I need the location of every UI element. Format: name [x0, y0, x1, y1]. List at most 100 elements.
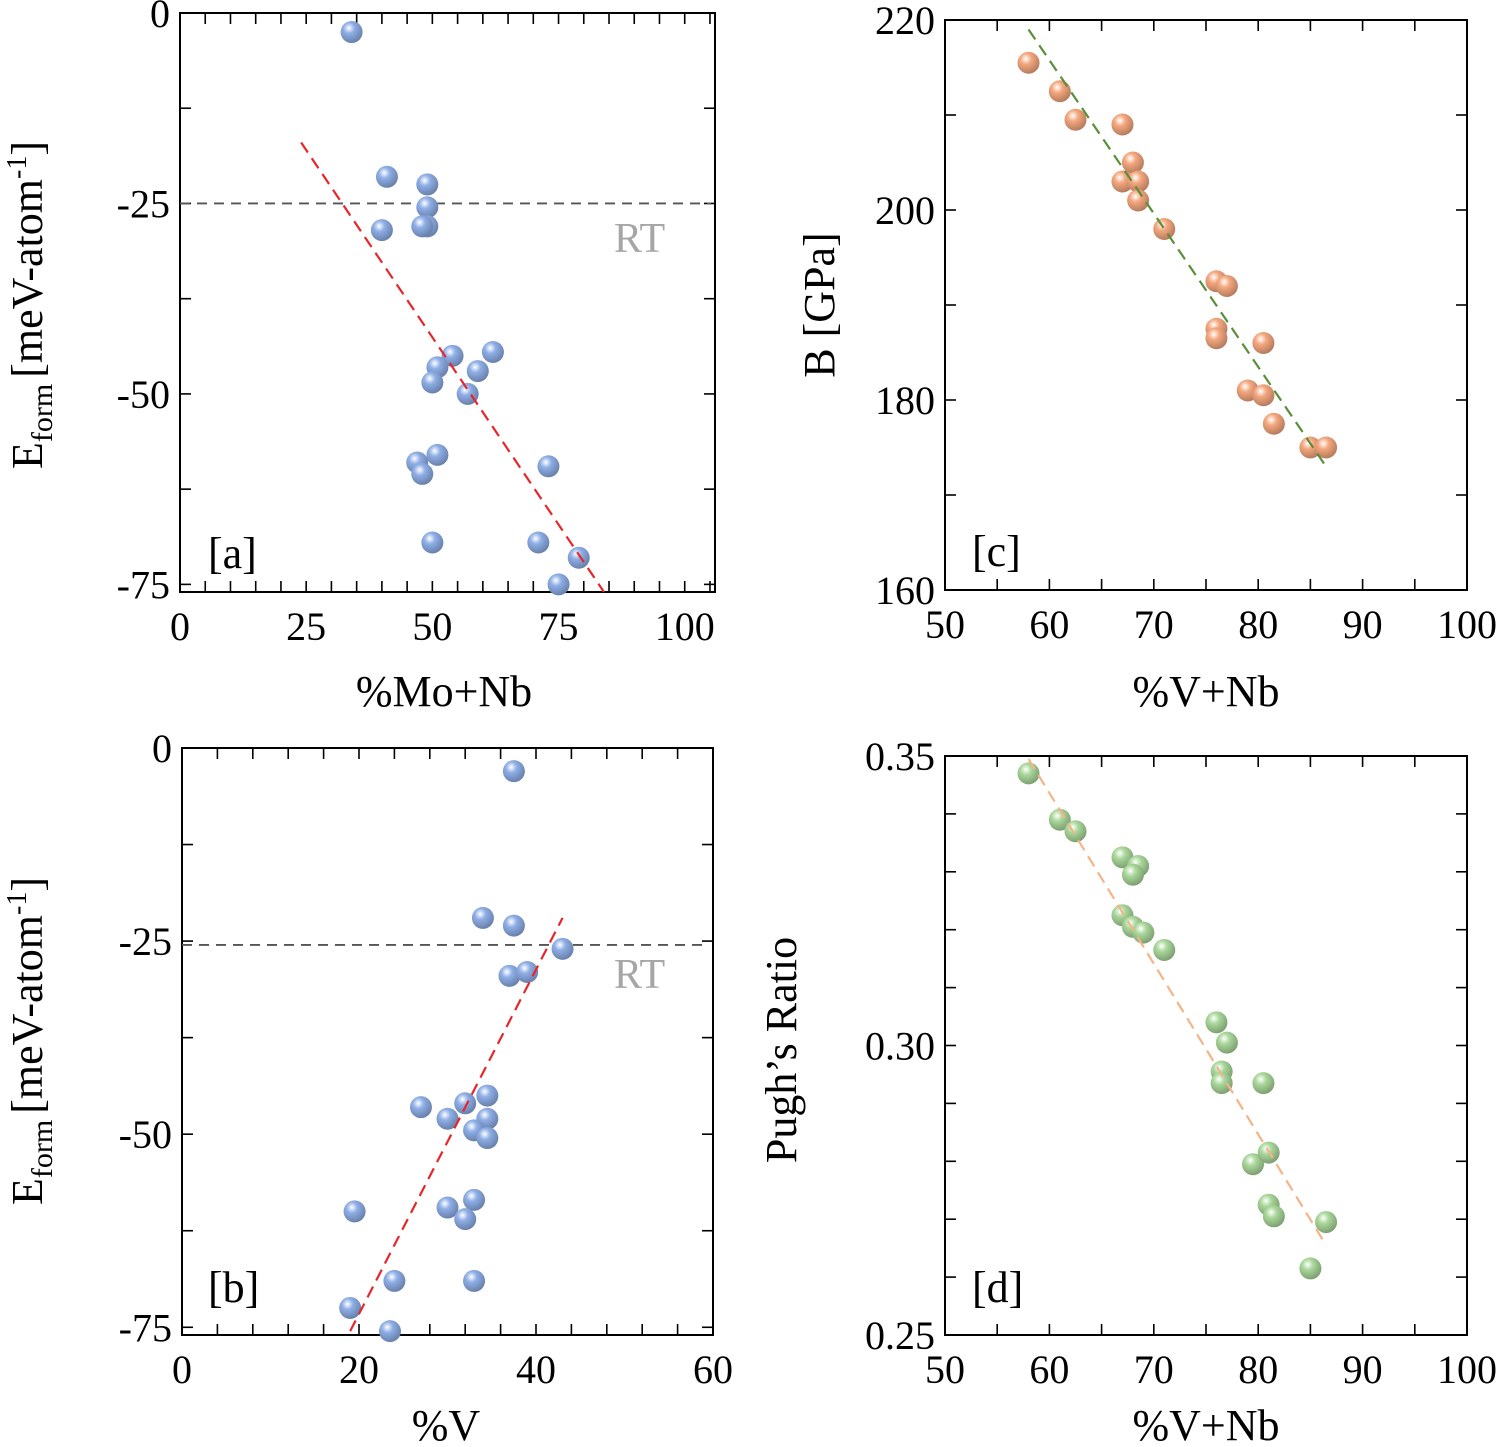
- y-tick-label: 0: [152, 726, 172, 771]
- data-point: [476, 1127, 499, 1150]
- data-point: [343, 1200, 366, 1223]
- y-axis-title: Eform[meV-atom-1]: [2, 877, 59, 1205]
- data-point: [426, 443, 449, 466]
- data-point: [411, 215, 434, 238]
- trend-line: [1027, 758, 1327, 1246]
- data-point: [441, 344, 464, 367]
- y-axis-title: B [GPa]: [795, 232, 844, 377]
- data-point: [1132, 921, 1155, 944]
- x-tick-label: 50: [925, 602, 965, 647]
- plot-frame: [944, 19, 1468, 591]
- data-point: [1064, 108, 1087, 131]
- data-point: [1252, 384, 1275, 407]
- x-tick-label: 100: [1437, 1347, 1497, 1392]
- data-point: [1111, 113, 1134, 136]
- data-point: [454, 1208, 477, 1231]
- x-axis-title: %V+Nb: [1132, 1401, 1279, 1447]
- panel-d: 50 60 70 80 90 100 0.25 0.30 0.35 [d] %V+Nb Pugh…: [757, 734, 1497, 1447]
- data-point: [1299, 1257, 1322, 1280]
- y-tick-label: -50: [119, 1112, 172, 1157]
- x-tick-label: 80: [1238, 1347, 1278, 1392]
- data-point: [416, 196, 439, 219]
- data-point: [454, 1092, 477, 1115]
- x-tick-label: 70: [1134, 1347, 1174, 1392]
- data-point: [1315, 436, 1338, 459]
- data-point: [436, 1107, 459, 1130]
- data-point: [516, 960, 539, 983]
- data-point: [340, 21, 363, 44]
- data-point: [421, 371, 444, 394]
- panel-label: [b]: [208, 1263, 259, 1312]
- x-tick-label: 75: [539, 604, 579, 649]
- y-tick-label: 160: [875, 568, 935, 613]
- data-point: [375, 165, 398, 188]
- data-point: [1017, 51, 1040, 74]
- data-point: [1210, 1072, 1233, 1095]
- panel-label: [d]: [972, 1263, 1023, 1312]
- data-point: [411, 462, 434, 485]
- data-point: [409, 1096, 432, 1119]
- data-point: [383, 1269, 406, 1292]
- trend-line: [300, 141, 605, 593]
- trend-line: [1027, 28, 1327, 468]
- data-point: [527, 531, 550, 554]
- data-point: [466, 360, 489, 383]
- panel-a: 0 25 50 75 100 0 -25 -50 -75 [a] RT %Mo+Nb Eform…: [2, 0, 716, 716]
- x-tick-label: 40: [516, 1347, 556, 1392]
- data-point: [567, 546, 590, 569]
- data-point: [1121, 863, 1144, 886]
- data-point: [476, 1084, 499, 1107]
- rt-label: RT: [614, 216, 665, 262]
- data-point: [1127, 170, 1150, 193]
- data-point: [1017, 762, 1040, 785]
- x-tick-label: 60: [1029, 602, 1069, 647]
- data-point: [481, 341, 504, 364]
- data-point: [537, 455, 560, 478]
- x-tick-label: 70: [1134, 602, 1174, 647]
- plot-frame: [181, 747, 714, 1336]
- data-point: [1121, 151, 1144, 174]
- data-point: [498, 964, 521, 987]
- x-tick-label: 50: [412, 604, 452, 649]
- data-point: [502, 914, 525, 937]
- y-tick-label: -75: [119, 1305, 172, 1350]
- x-tick-label: 80: [1238, 602, 1278, 647]
- data-point: [463, 1188, 486, 1211]
- panel-label: [c]: [972, 527, 1021, 576]
- x-tick-label: 90: [1343, 1347, 1383, 1392]
- y-tick-label: -25: [119, 919, 172, 964]
- y-tick-label: -50: [117, 372, 170, 417]
- x-tick-label: 50: [925, 1347, 965, 1392]
- x-tick-label: 90: [1343, 602, 1383, 647]
- y-tick-label: -25: [117, 181, 170, 226]
- x-tick-label: 60: [693, 1347, 733, 1392]
- data-point: [1127, 189, 1150, 212]
- trend-line: [349, 917, 564, 1332]
- data-point: [1252, 1072, 1275, 1095]
- data-point: [1262, 1205, 1285, 1228]
- data-point: [463, 1269, 486, 1292]
- x-axis-title: %Mo+Nb: [356, 667, 532, 716]
- data-point: [436, 1196, 459, 1219]
- data-point: [1241, 1153, 1264, 1176]
- x-tick-label: 20: [339, 1347, 379, 1392]
- data-point: [416, 173, 439, 196]
- y-tick-label: 200: [875, 188, 935, 233]
- data-point: [551, 937, 574, 960]
- data-point: [378, 1320, 401, 1343]
- data-point: [1153, 938, 1176, 961]
- data-point: [1153, 218, 1176, 240]
- data-point: [1048, 80, 1071, 103]
- x-tick-label: 25: [286, 604, 326, 649]
- data-point: [421, 531, 444, 554]
- y-tick-label: 180: [875, 378, 935, 423]
- plot-frame: [179, 12, 716, 593]
- data-point: [1252, 332, 1275, 354]
- data-point: [1205, 327, 1228, 350]
- y-tick-label: 0.25: [865, 1313, 935, 1358]
- data-point: [547, 573, 570, 596]
- data-point: [471, 906, 494, 929]
- y-tick-label: 0.30: [865, 1024, 935, 1069]
- y-tick-label: 0: [150, 0, 170, 36]
